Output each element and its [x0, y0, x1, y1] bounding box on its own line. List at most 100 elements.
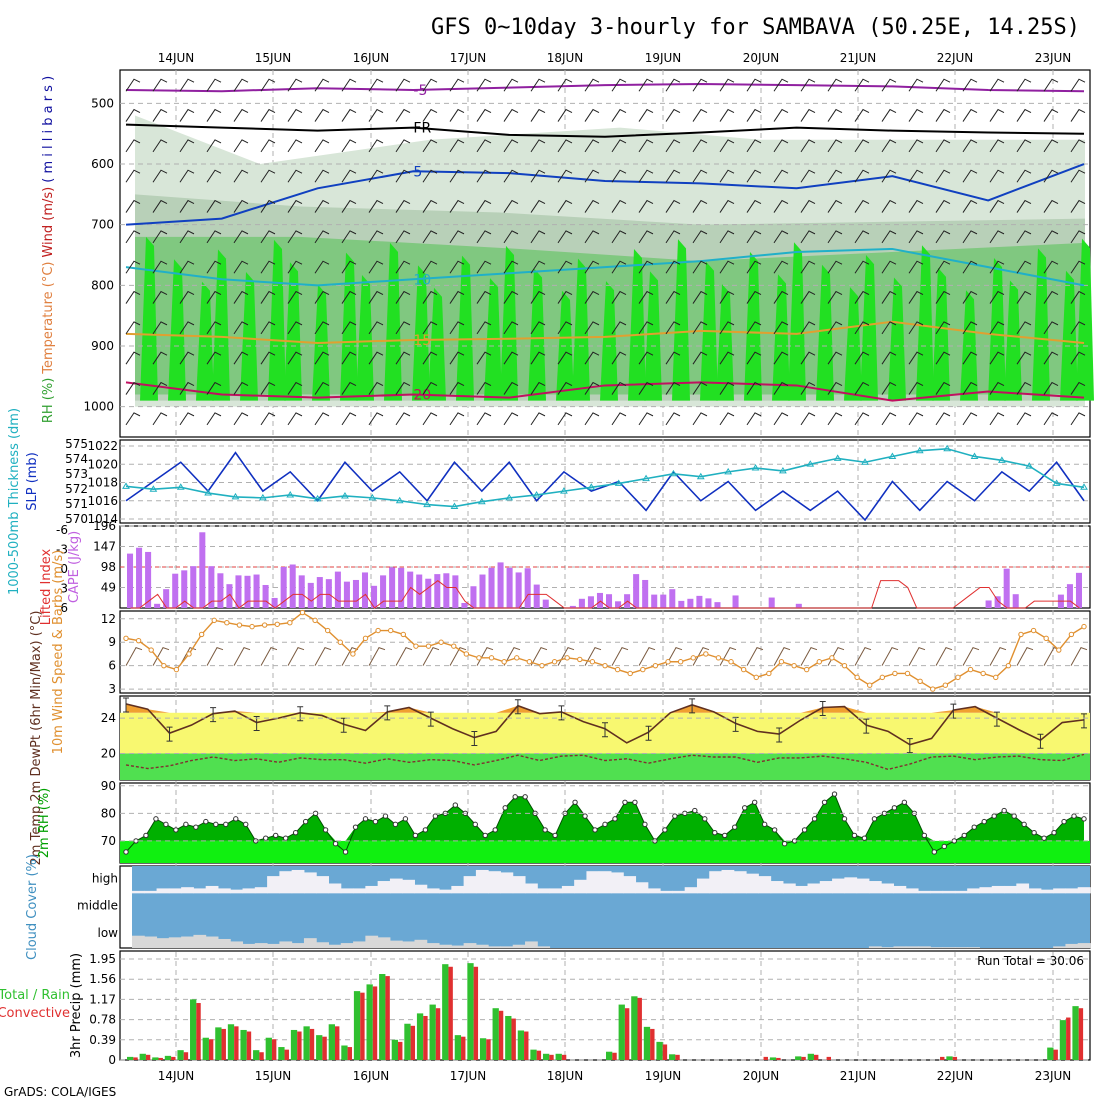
wind-speed-marker: [816, 659, 822, 665]
wind-barb: [746, 412, 762, 426]
wind-barb: [962, 412, 978, 426]
wind-barb: [746, 381, 762, 395]
wind-barb: [422, 351, 438, 365]
wind-barb: [368, 381, 384, 395]
surface-wind-barb: [908, 647, 926, 666]
rh-marker: [821, 799, 828, 806]
rh-column: [212, 249, 230, 401]
temp-minmax-bar: [993, 711, 1000, 727]
rh-marker: [302, 818, 309, 825]
precip-total-bar: [265, 1037, 272, 1060]
precip-convective-bar: [360, 992, 365, 1060]
wind-barb: [314, 169, 330, 183]
wind-barb: [800, 199, 816, 213]
rh-marker: [672, 813, 678, 819]
wind-tick-label: 12: [101, 612, 116, 626]
wind-speed-marker: [123, 635, 129, 642]
wind-barb: [908, 139, 924, 153]
rh-column: [284, 262, 302, 401]
wind-speed-marker: [501, 659, 507, 665]
rh-column: [500, 245, 518, 401]
wind-barb: [530, 139, 546, 153]
low-cloud-bar: [942, 947, 956, 948]
wind-barb: [152, 412, 168, 426]
precip-total-bar: [303, 1026, 310, 1060]
wind-barb: [638, 381, 654, 395]
wind-speed-marker: [1081, 623, 1087, 630]
low-cloud-bar: [930, 947, 944, 948]
rh-marker: [412, 832, 419, 839]
isotherm-line-2: [125, 163, 1085, 226]
temp-minmax-bar: [645, 725, 652, 741]
thickness-marker: [587, 483, 596, 490]
wind-barb: [881, 199, 897, 213]
wind-barb: [503, 78, 519, 92]
precip-convective-bar: [549, 1054, 554, 1060]
wind-ylabel: 10m Wind Speed & Barbs (m/s): [51, 550, 66, 755]
wind-barb: [584, 230, 600, 244]
surface-wind-barb: [125, 647, 143, 666]
wind-speed-marker: [514, 655, 520, 661]
temp-minmax-bar: [1081, 713, 1087, 729]
rh-ylabel: 2m RH (%): [37, 788, 52, 859]
high-cloud-bar: [488, 871, 501, 894]
rh-column: [600, 281, 618, 401]
wind-barb: [152, 78, 168, 92]
wind-barb: [395, 351, 411, 365]
wind-barb: [287, 351, 303, 365]
cape-bar: [271, 597, 278, 608]
wind-barb: [341, 260, 357, 274]
cloud-level-label-low: low: [98, 926, 119, 940]
rh-marker: [552, 832, 558, 839]
wind-barb: [692, 290, 708, 304]
bottom-date-label-3: 17JUN: [450, 1069, 487, 1083]
wind-barb: [476, 169, 492, 183]
wind-barb: [746, 139, 762, 153]
isotherm-label-3: 10: [413, 272, 431, 288]
wind-speed-marker: [930, 686, 936, 692]
cape-bar: [705, 598, 712, 608]
rh-marker: [432, 813, 439, 819]
cape-bar: [217, 573, 224, 608]
wind-barb: [152, 351, 168, 365]
high-cloud-bar: [267, 876, 280, 894]
rh-marker: [452, 802, 459, 808]
wind-barb: [584, 321, 600, 335]
high-cloud-bar: [316, 876, 330, 894]
rh-marker: [1011, 813, 1017, 819]
surface-wind-barb: [962, 647, 980, 666]
rh-column: [340, 252, 358, 401]
wind-barb: [530, 78, 546, 92]
rh-column: [916, 245, 934, 401]
rh-marker: [1051, 829, 1057, 836]
cape-bar: [1066, 584, 1073, 608]
rh-marker: [781, 840, 788, 847]
high-cloud-bar: [168, 888, 182, 894]
wind-barb: [719, 78, 735, 92]
cape-bar: [235, 575, 242, 608]
high-cloud-bar: [377, 881, 391, 894]
temp-minmax-bar: [1037, 733, 1044, 749]
wind-barb: [287, 108, 303, 122]
wind-barb: [206, 260, 222, 274]
precip-convective-bar: [498, 1010, 504, 1060]
run-total-label: Run Total = 30.06: [977, 954, 1084, 968]
surface-wind-barb: [422, 647, 440, 666]
precip-total-bar: [152, 1057, 159, 1060]
rh-marker: [542, 827, 548, 833]
thickness-marker: [505, 493, 514, 501]
wind-barb: [152, 381, 168, 395]
precip-total-bar: [542, 1053, 550, 1060]
wind-barb: [260, 139, 276, 153]
wind-speed-marker: [652, 662, 659, 669]
thickness-marker: [779, 466, 787, 474]
wind-barb: [935, 381, 951, 395]
wind-barb: [449, 139, 465, 153]
high-cloud-bar: [844, 877, 858, 894]
thickness-marker: [970, 452, 979, 459]
rh-tick-label: 70: [101, 834, 116, 848]
wind-barb: [611, 412, 627, 426]
wind-barb: [476, 412, 492, 426]
wind-barb: [314, 139, 330, 153]
wind-barb: [233, 139, 249, 153]
